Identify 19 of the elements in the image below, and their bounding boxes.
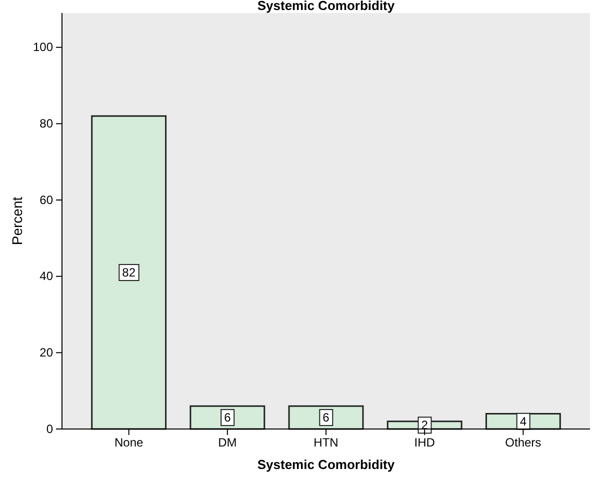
x-tick-label: DM xyxy=(218,436,237,450)
chart-title: Systemic Comorbidity xyxy=(257,0,396,13)
x-tick-label: HTN xyxy=(314,436,338,450)
bar xyxy=(91,115,167,430)
y-tick-label: 80 xyxy=(40,116,54,131)
y-tick-label: 100 xyxy=(32,40,54,54)
x-tick-label: None xyxy=(114,436,144,450)
x-tick-label: IHD xyxy=(414,436,436,450)
data-label: 6 xyxy=(322,410,330,425)
y-axis-title: Percent xyxy=(9,196,25,246)
y-tick-label: 20 xyxy=(40,346,54,360)
y-tick-label: 0 xyxy=(46,422,54,436)
data-label: 6 xyxy=(224,410,232,425)
data-label: 82 xyxy=(122,266,136,280)
y-tick-label: 60 xyxy=(40,192,54,207)
x-tick-label: Others xyxy=(505,436,542,450)
x-axis-title: Systemic Comorbidity xyxy=(257,457,396,472)
data-label: 4 xyxy=(520,414,527,428)
y-tick-label: 40 xyxy=(40,269,54,284)
